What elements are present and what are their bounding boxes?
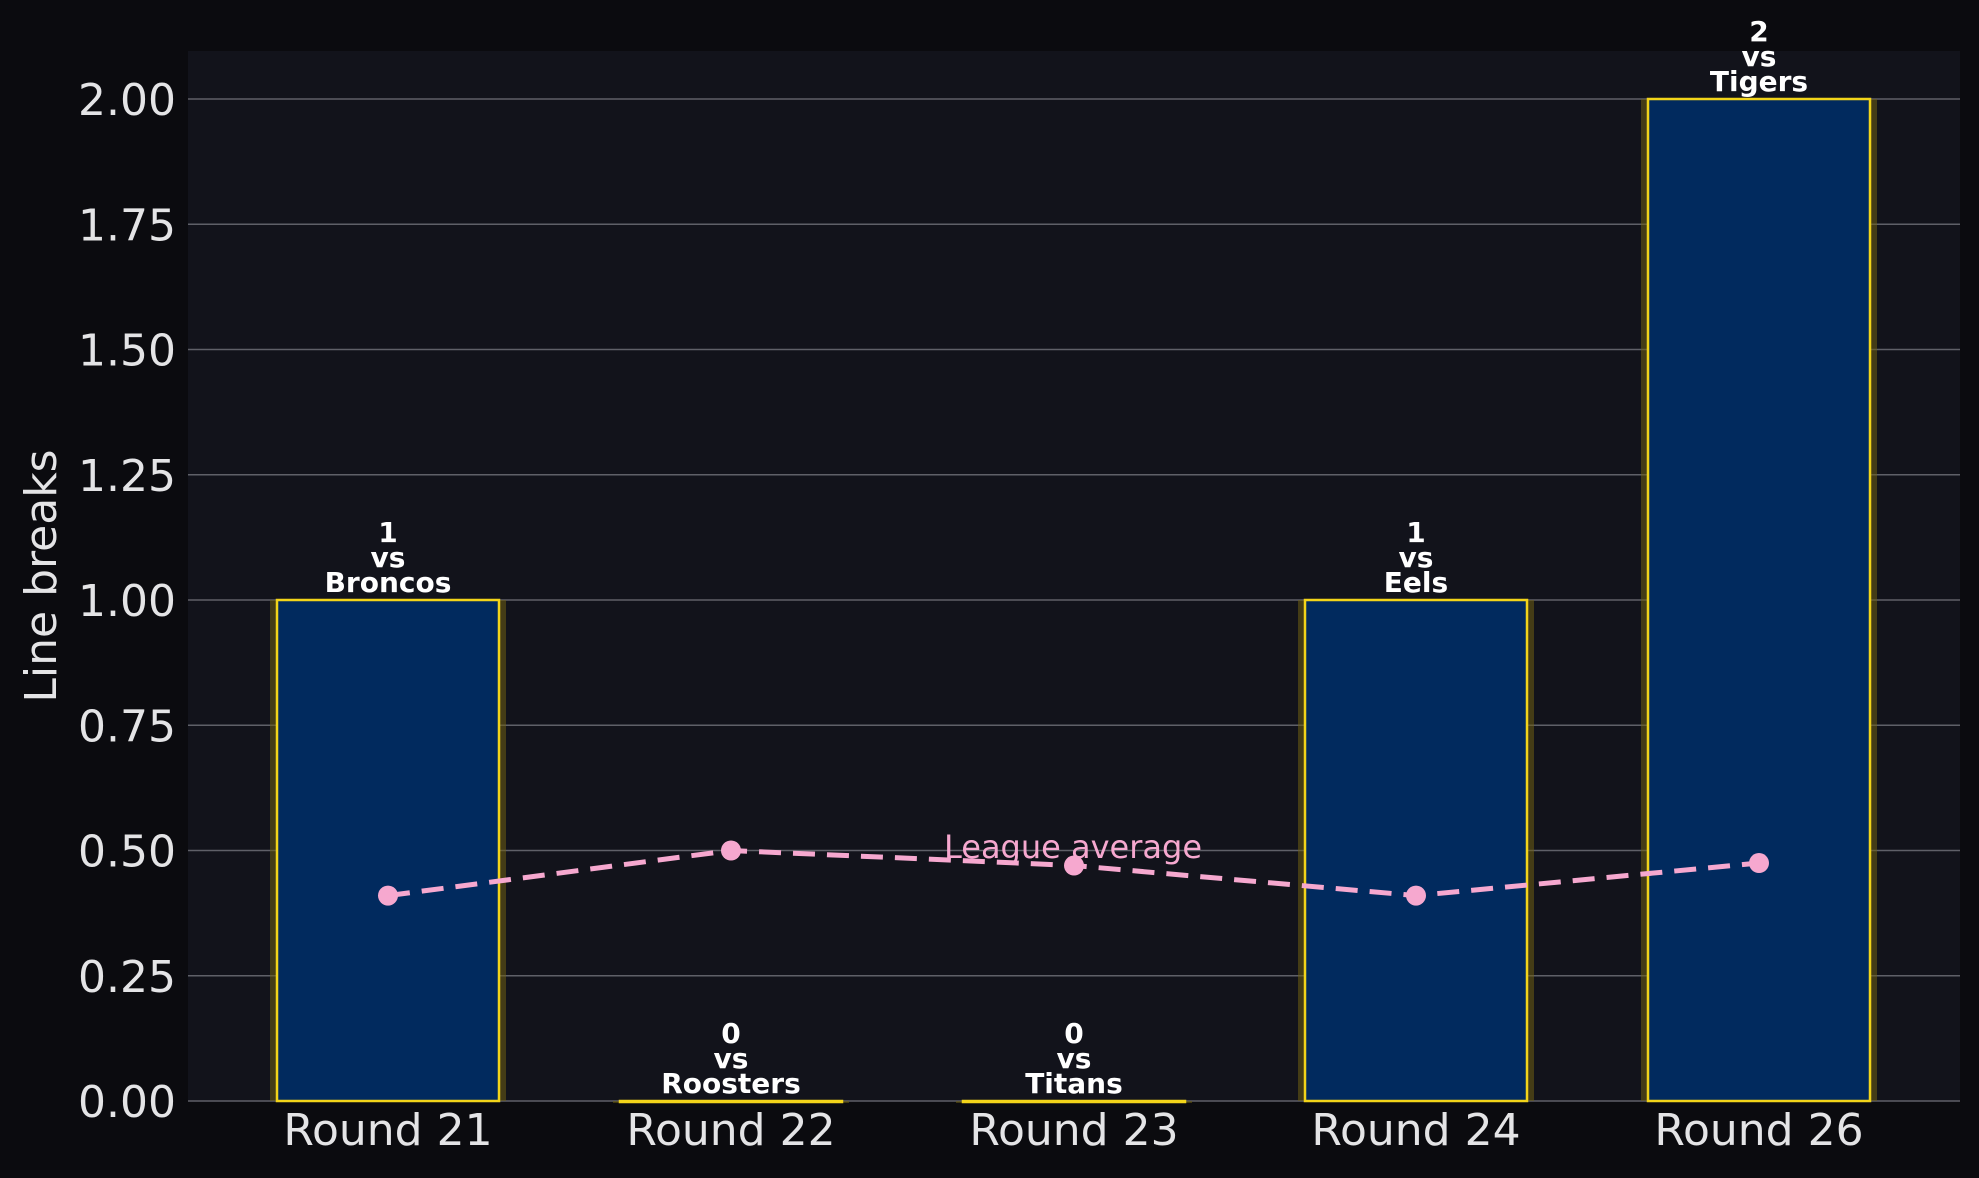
bar-opponent-label: Tigers [1710,65,1808,98]
league-average-point [1064,855,1084,876]
y-tick-label: 1.00 [78,576,176,627]
y-tick-label: 1.25 [78,451,176,502]
x-tick-label: Round 26 [1654,1105,1863,1156]
bar-vs-label: vs [1057,1042,1092,1075]
bar-value-label: 1 [1406,516,1425,549]
bar-opponent-label: Eels [1384,566,1448,599]
x-axis-ticks: Round 21 Round 22 Round 23 Round 24 Round 26 [283,1105,1863,1156]
league-average-point [378,885,398,906]
y-tick-label: 0.75 [78,701,176,752]
bar-vs-label: vs [1399,541,1434,574]
bar-vs-label: vs [1742,40,1777,73]
bar-value-label: 0 [1064,1017,1083,1050]
bar [1303,598,1529,1103]
bar [275,598,501,1103]
x-tick-label: Round 22 [626,1105,835,1156]
league-average-label: League average [944,828,1202,866]
y-axis-ticks: 0.00 0.25 0.50 0.75 1.00 1.25 1.50 1.75 2.00 [78,75,176,1128]
y-tick-label: 0.50 [78,827,176,878]
bar [1646,97,1872,1103]
bar-vs-label: vs [371,541,406,574]
bar-value-label: 0 [721,1017,740,1050]
bar [618,1099,844,1104]
y-tick-label: 1.75 [78,200,176,251]
y-tick-label: 0.25 [78,952,176,1003]
x-tick-label: Round 21 [283,1105,492,1156]
x-tick-label: Round 24 [1311,1105,1520,1156]
bar-opponent-label: Roosters [661,1067,801,1100]
x-tick-label: Round 23 [969,1105,1178,1156]
bar [961,1099,1187,1104]
league-average-point [721,840,741,861]
bars [270,97,1877,1104]
y-tick-label: 1.50 [78,326,176,377]
league-average-point [1749,853,1769,874]
bar-value-label: 2 [1749,15,1768,48]
bar-opponent-label: Broncos [325,566,452,599]
bar-labels: 1vsBroncos0vsRoosters0vsTitans1vsEels2vs… [325,15,1809,1100]
y-tick-label: 0.00 [78,1077,176,1128]
bar-opponent-label: Titans [1025,1067,1123,1100]
y-tick-label: 2.00 [78,75,176,126]
bar-vs-label: vs [714,1042,749,1075]
bar-value-label: 1 [378,516,397,549]
league-average-series [378,840,1769,906]
y-axis-label: Line breaks [16,449,67,702]
league-average-point [1406,885,1426,906]
